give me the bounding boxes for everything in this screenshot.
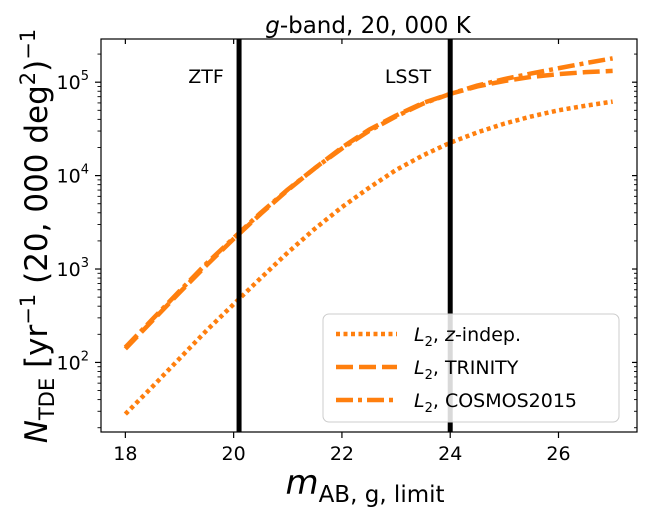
vline-label-lsst: LSST — [385, 66, 432, 88]
y-tick-label: 104 — [57, 163, 89, 188]
x-tick-label: 18 — [113, 443, 137, 465]
plot-frame — [100, 38, 638, 433]
x-tick-label: 24 — [438, 443, 462, 465]
legend-box — [322, 313, 620, 423]
y-tick-label: 102 — [57, 349, 89, 374]
y-tick-label: 103 — [57, 256, 89, 281]
series-line-dashdot — [123, 56, 614, 349]
legend-label-cosmos: L2, COSMOS2015 — [414, 390, 577, 416]
legend-label-trinity: L2, TRINITY — [414, 357, 519, 383]
chart-title: g-band, 20, 000 K — [265, 13, 472, 39]
x-tick-label: 26 — [546, 443, 570, 465]
y-tick-label: 105 — [57, 69, 89, 94]
x-tick-label: 22 — [330, 443, 354, 465]
y-axis-label: NTDE [yr−1 (20, 000 deg2)−1 — [16, 29, 59, 444]
x-axis-label: mAB, g, limit — [285, 463, 444, 508]
series-line-dotted — [123, 99, 613, 416]
legend-label-zindep: L2, z-indep. — [414, 324, 521, 350]
vline-label-ztf: ZTF — [188, 66, 224, 88]
legend: L2, z-indep. L2, TRINITY L2, COSMOS2015 — [322, 313, 620, 423]
x-tick-label: 20 — [222, 443, 246, 465]
